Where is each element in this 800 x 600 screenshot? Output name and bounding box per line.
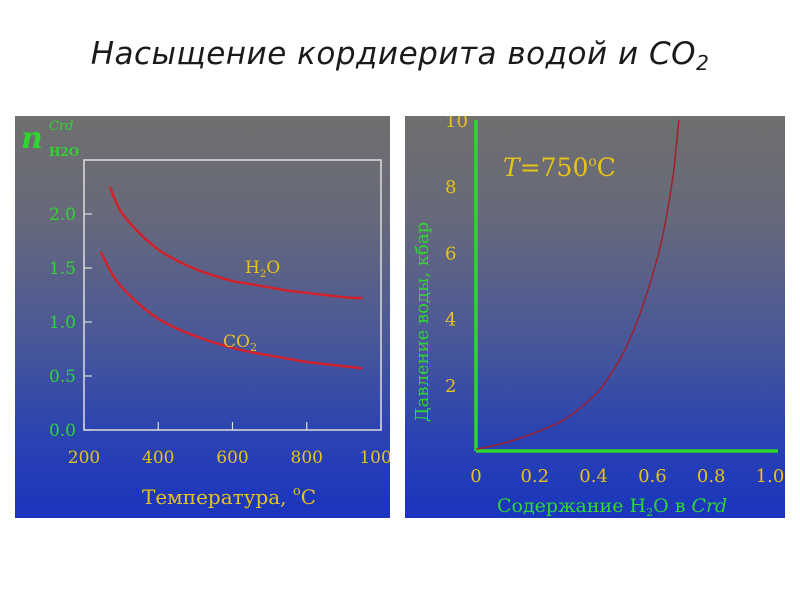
xtick-label: 400 xyxy=(142,448,174,468)
pressure-curve-line xyxy=(475,119,680,450)
annotation-temperature: T=750oC xyxy=(503,153,616,182)
series-label-h2o: H2O xyxy=(245,258,280,280)
xtick-label: 0.4 xyxy=(579,466,608,487)
ylabel-crd: Crd xyxy=(49,119,73,134)
slide-title-text: Насыщение кордиерита водой и CO xyxy=(90,36,697,72)
ytick-label: 0.0 xyxy=(49,421,76,441)
series-label-co2: CO2 xyxy=(223,332,257,354)
xtick-label: 1.0 xyxy=(756,466,785,487)
ytick-label: 4 xyxy=(445,310,456,331)
xtick-label: 600 xyxy=(216,448,248,468)
series-h2o-line xyxy=(108,186,363,300)
slide-title: Насыщение кордиерита водой и CO2 xyxy=(0,36,800,75)
ytick-label: 8 xyxy=(445,177,456,198)
ytick-label: 10 xyxy=(445,116,468,132)
xlabel-temperature: Температура, oC xyxy=(142,484,316,509)
xtick-label: 0.8 xyxy=(697,466,726,487)
xtick-label: 200 xyxy=(68,448,100,468)
ylabel-n: n xyxy=(21,121,43,156)
ytick-label: 2.0 xyxy=(49,205,76,225)
slide-title-subscript: 2 xyxy=(696,51,710,75)
water-pressure-vs-content-chart: 2 4 6 8 10 0 0.2 0.4 0.6 0.8 1.0 T=750oC Давление… xyxy=(412,111,785,519)
ytick-label: 0.5 xyxy=(49,367,76,387)
saturation-vs-temperature-chart: n Crd H2O 0.0 0.5 1.0 1.5 2.0 200 400 600 800 10… xyxy=(21,119,403,509)
right-chart-panel: 2 4 6 8 10 0 0.2 0.4 0.6 0.8 1.0 T=750oC Давление… xyxy=(405,111,785,519)
xlabel-h2o-content: Содержание H2O в Crd xyxy=(497,495,727,518)
series-co2-line xyxy=(99,251,363,370)
left-chart-panel: n Crd H2O 0.0 0.5 1.0 1.5 2.0 200 400 600 800 10… xyxy=(15,116,403,518)
xtick-label: 800 xyxy=(291,448,323,468)
xtick-label: 0.2 xyxy=(520,466,549,487)
ylabel-water-pressure: Давление воды, кбар xyxy=(412,222,433,422)
ytick-label: 1.5 xyxy=(49,259,76,279)
ytick-label: 6 xyxy=(445,243,456,264)
ylabel-h2o: H2O xyxy=(49,145,79,159)
ytick-label: 2 xyxy=(445,376,456,397)
ytick-label: 1.0 xyxy=(49,313,76,333)
xtick-label: 0 xyxy=(470,466,481,487)
xtick-label: 0.6 xyxy=(638,466,667,487)
